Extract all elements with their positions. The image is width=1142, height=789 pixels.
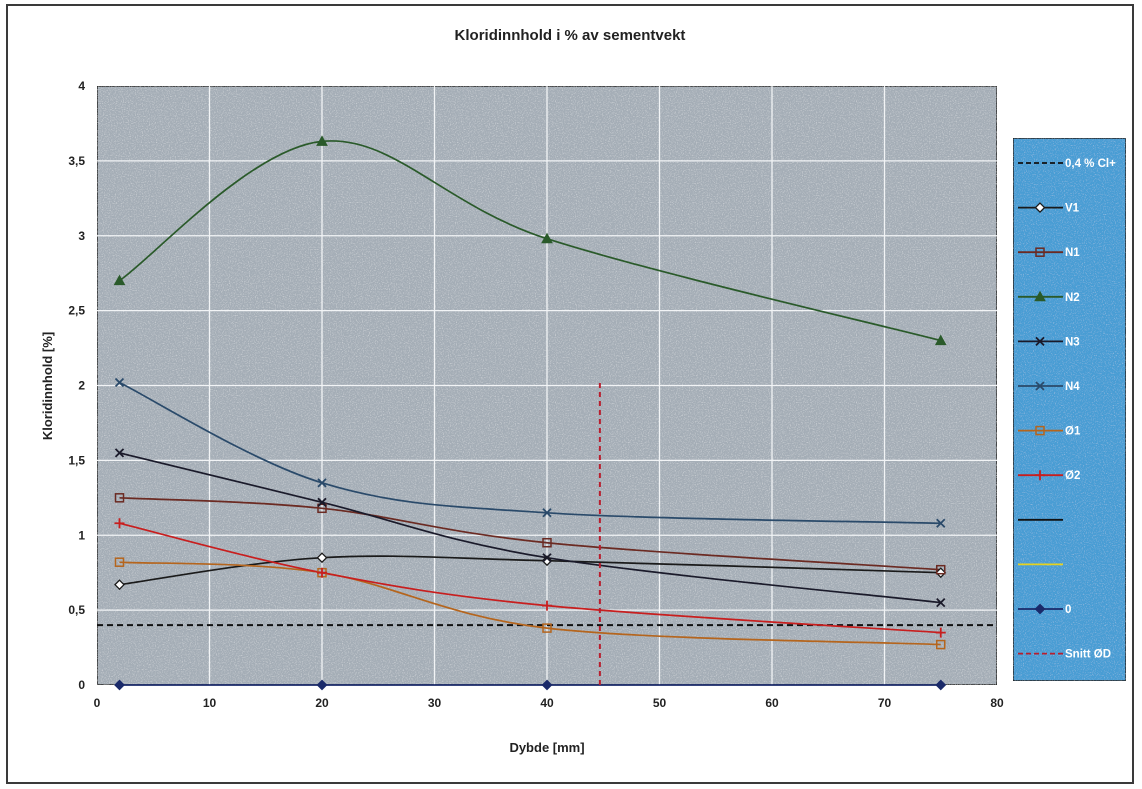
data-point-0 xyxy=(935,679,947,691)
legend-item-0-4-cl: 0,4 % Cl+ xyxy=(1018,158,1116,170)
data-point-n2 xyxy=(113,274,126,286)
data-point-n3 xyxy=(936,598,946,608)
legend-label: N4 xyxy=(1065,381,1080,393)
series-markers xyxy=(113,135,947,691)
chart-title: Kloridinnhold i % av sementvekt xyxy=(455,27,686,44)
x-tick-label: 10 xyxy=(203,696,217,710)
legend-label: 0 xyxy=(1065,604,1071,616)
legend-label: Ø2 xyxy=(1065,470,1080,482)
legend-marker xyxy=(1034,290,1046,302)
x-tick-label: 40 xyxy=(540,696,554,710)
x-tick-label: 30 xyxy=(428,696,442,710)
data-point-0 xyxy=(114,679,125,691)
y-axis-label: Kloridinnhold [%] xyxy=(40,332,55,440)
x-axis-label: Dybde [mm] xyxy=(509,740,584,755)
legend-label: Ø1 xyxy=(1065,426,1081,438)
data-point-n4 xyxy=(114,377,125,388)
y-tick-label: 3 xyxy=(78,229,85,243)
data-point-o2 xyxy=(935,627,946,638)
y-tick-label: 0,5 xyxy=(68,603,85,617)
legend-item-n2: N2 xyxy=(1018,290,1080,304)
series-line-o1 xyxy=(119,561,941,646)
legend-marker xyxy=(1035,381,1045,391)
legend-item-n3: N3 xyxy=(1018,336,1080,348)
y-tick-label: 2 xyxy=(78,379,85,393)
legend-label: V1 xyxy=(1065,203,1080,215)
x-tick-label: 70 xyxy=(878,696,892,710)
data-point-n3 xyxy=(114,448,125,458)
legend-marker xyxy=(1035,470,1045,481)
grid xyxy=(97,86,997,685)
data-point-n2 xyxy=(934,334,947,346)
x-tick-label: 60 xyxy=(765,696,779,710)
legend-item-snitt-od: Snitt ØD xyxy=(1018,649,1111,661)
data-point-0 xyxy=(541,679,553,691)
y-tick-label: 2,5 xyxy=(68,304,85,318)
data-point-n3 xyxy=(542,553,552,563)
data-point-o2 xyxy=(317,567,327,578)
data-point-v1 xyxy=(935,567,947,579)
x-tick-label: 20 xyxy=(315,696,329,710)
legend-label: 0,4 % Cl+ xyxy=(1065,158,1116,170)
legend-marker xyxy=(1035,247,1045,257)
data-point-o1 xyxy=(936,639,946,650)
legend-item-o2: Ø2 xyxy=(1018,470,1080,482)
legend-label: Snitt ØD xyxy=(1065,649,1111,661)
data-point-o1 xyxy=(114,557,125,567)
legend: 0,4 % Cl+ V1 N1 N2 N3 N4 Ø1 Ø2 0 Snitt ØD xyxy=(1018,158,1116,661)
y-tick-label: 3,5 xyxy=(68,154,85,168)
data-point-n1 xyxy=(317,503,327,514)
data-point-n3 xyxy=(317,497,327,507)
data-point-n1 xyxy=(542,537,552,548)
legend-label: N2 xyxy=(1065,292,1080,304)
x-tick-label: 0 xyxy=(94,696,101,710)
legend-item-0: 0 xyxy=(1018,603,1071,616)
data-point-n4 xyxy=(317,478,327,488)
series-line-o2 xyxy=(119,522,941,634)
legend-item-n1: N1 xyxy=(1018,247,1080,259)
series-line-n3 xyxy=(119,452,941,604)
legend-label: N1 xyxy=(1065,247,1080,259)
legend-marker xyxy=(1034,202,1046,214)
y-tick-label: 0 xyxy=(78,678,85,692)
legend-marker xyxy=(1034,603,1046,615)
data-point-n2 xyxy=(316,135,328,146)
x-tick-label: 50 xyxy=(653,696,667,710)
series-line-v1 xyxy=(119,555,941,586)
legend-label: N3 xyxy=(1065,336,1080,348)
y-tick-labels: 0 0,5 1 1,5 2 2,5 3 3,5 4 xyxy=(68,79,85,692)
legend-item-n4: N4 xyxy=(1018,381,1080,393)
data-point-o1 xyxy=(542,623,552,633)
legend-marker xyxy=(1035,336,1045,347)
data-point-n2 xyxy=(541,232,553,244)
data-point-o2 xyxy=(114,518,125,529)
data-point-0 xyxy=(316,679,328,691)
legend-item-o1: Ø1 xyxy=(1018,426,1081,438)
data-point-n1 xyxy=(114,493,125,503)
legend-box xyxy=(1012,137,1127,682)
y-tick-label: 4 xyxy=(78,79,85,93)
data-point-n4 xyxy=(542,508,552,518)
data-point-n4 xyxy=(936,518,946,528)
data-point-v1 xyxy=(316,552,328,564)
legend-marker xyxy=(1035,425,1045,436)
x-tick-label: 80 xyxy=(990,696,1004,710)
series-line-n4 xyxy=(119,381,941,525)
data-point-v1 xyxy=(541,555,553,567)
series-line-n1 xyxy=(119,496,941,571)
legend-item-v1: V1 xyxy=(1018,202,1080,215)
series-line-n2 xyxy=(119,140,941,342)
data-point-o2 xyxy=(542,600,552,611)
y-tick-label: 1 xyxy=(78,528,85,542)
y-tick-label: 1,5 xyxy=(68,453,85,467)
data-point-v1 xyxy=(114,579,125,591)
data-point-n1 xyxy=(936,564,946,575)
x-tick-labels: 0 10 20 30 40 50 60 70 80 xyxy=(94,696,1004,710)
series-lines xyxy=(97,140,997,686)
